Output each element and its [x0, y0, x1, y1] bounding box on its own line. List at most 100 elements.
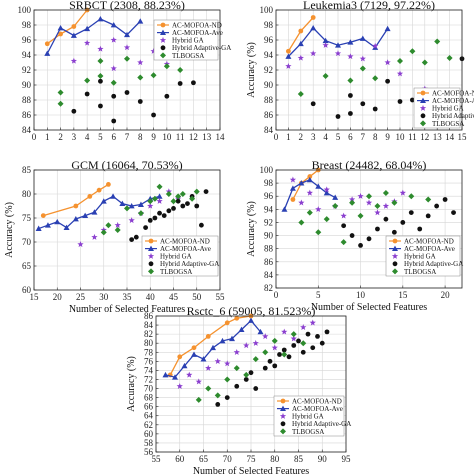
data-point	[224, 376, 231, 383]
data-point	[297, 54, 304, 61]
data-point	[335, 114, 341, 119]
data-point	[233, 365, 240, 372]
y-tick-label: 70	[144, 384, 154, 394]
y-tick-label: 92	[264, 65, 273, 75]
data-point	[348, 93, 353, 98]
data-point	[409, 48, 416, 55]
data-point	[162, 371, 169, 378]
data-point	[224, 395, 230, 400]
y-tick-label: 80	[22, 189, 32, 199]
series-ac-mofoa-nd	[44, 7, 90, 47]
data-point	[323, 186, 330, 193]
data-point	[434, 38, 441, 45]
data-point	[164, 93, 170, 99]
data-point	[71, 24, 77, 29]
x-tick-label: 90	[318, 454, 328, 464]
data-point	[262, 333, 269, 340]
data-point	[77, 241, 84, 248]
x-tick-label: 30	[99, 292, 109, 302]
data-point	[253, 386, 259, 391]
data-point	[400, 220, 406, 225]
data-point	[335, 42, 341, 48]
x-tick-label: 70	[223, 454, 233, 464]
data-point	[110, 193, 117, 199]
data-point	[271, 337, 278, 344]
series-line	[46, 9, 88, 45]
data-point	[176, 382, 183, 389]
x-tick-label: 65	[199, 454, 209, 464]
y-tick-label: 84	[144, 320, 154, 330]
data-point	[397, 58, 403, 64]
data-point	[334, 50, 342, 57]
legend-box	[141, 235, 219, 277]
series-tlbogsa	[57, 55, 184, 107]
data-point	[348, 196, 356, 203]
data-point	[375, 226, 380, 232]
y-tick-label: 80	[144, 338, 154, 348]
legend-marker	[147, 252, 155, 259]
x-tick-label: 15	[398, 290, 408, 300]
x-tick-label: 12	[189, 132, 198, 142]
series-ac-mofoa-ave	[285, 25, 391, 59]
x-tick-label: 15	[458, 132, 468, 142]
data-point	[310, 345, 316, 351]
data-point	[384, 25, 391, 32]
data-point	[137, 201, 144, 207]
legend-marker	[160, 52, 166, 59]
legend-entry: TLBOGSA	[160, 268, 192, 276]
data-point	[35, 225, 42, 231]
y-tick-label: 88	[22, 95, 32, 105]
legend-entry: AC-MOFOA-ND	[432, 89, 474, 97]
data-point	[252, 339, 259, 346]
data-point	[84, 25, 91, 32]
legend-box	[385, 235, 461, 277]
legend-entry: Hybrid Adaptive-GA	[160, 260, 219, 268]
series-ac-mofoa-nd	[40, 182, 111, 219]
x-tick-label: 75	[247, 454, 257, 464]
data-point	[297, 91, 304, 97]
data-point	[281, 206, 288, 212]
x-tick-label: 3	[72, 132, 77, 142]
y-tick-label: 84	[264, 270, 274, 280]
x-tick-label: 0	[274, 290, 279, 300]
data-point	[306, 189, 313, 196]
x-tick-label: 10	[162, 132, 172, 142]
data-point	[181, 362, 188, 369]
data-point	[44, 41, 50, 47]
data-point	[137, 99, 143, 104]
data-point	[172, 374, 178, 380]
data-point	[124, 205, 130, 212]
x-tick-label: 1	[45, 132, 50, 142]
data-point	[170, 198, 177, 205]
legend-entry: Hybrid GA	[172, 37, 204, 45]
x-tick-label: 7	[125, 132, 130, 142]
data-point	[165, 191, 172, 197]
y-axis-label: Accuracy (%)	[126, 356, 137, 412]
data-point	[357, 192, 364, 199]
data-point	[382, 202, 390, 209]
data-point	[71, 108, 77, 114]
legend-entry: Hybrid Adaptive-GA	[432, 112, 474, 120]
data-point	[421, 59, 428, 66]
data-point	[372, 75, 379, 82]
data-point	[271, 344, 278, 351]
chart-title: Rsctc_6 (59005, 81.523%)	[187, 304, 316, 318]
legend-entry: AC-MOFOA-Ave	[160, 245, 211, 253]
y-tick-label: 74	[144, 365, 154, 375]
data-point	[195, 378, 202, 385]
data-point	[323, 216, 330, 223]
data-point	[147, 202, 154, 209]
y-tick-label: 62	[144, 420, 153, 430]
data-point	[243, 377, 249, 382]
data-point	[203, 189, 209, 195]
data-point	[360, 101, 366, 107]
data-point	[340, 239, 347, 246]
legend-marker	[420, 113, 426, 119]
data-point	[359, 35, 366, 41]
data-point	[191, 80, 196, 86]
y-tick-label: 94	[264, 50, 274, 60]
series-tlbogsa	[195, 331, 307, 403]
data-point	[161, 213, 167, 219]
